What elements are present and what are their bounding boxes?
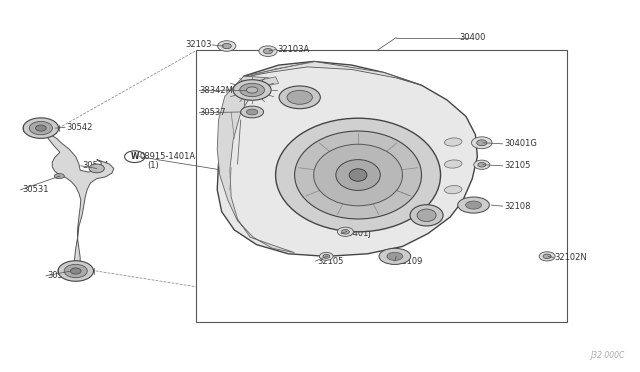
Text: 08915-1401A: 08915-1401A <box>139 152 195 161</box>
Text: 30401G: 30401G <box>504 140 537 148</box>
Ellipse shape <box>240 83 264 97</box>
Ellipse shape <box>444 138 462 146</box>
Text: 30502: 30502 <box>47 271 74 280</box>
Circle shape <box>472 137 492 149</box>
Ellipse shape <box>314 144 403 206</box>
Text: 32105: 32105 <box>317 257 343 266</box>
Ellipse shape <box>417 209 436 222</box>
Ellipse shape <box>444 186 462 194</box>
Circle shape <box>474 160 490 169</box>
Circle shape <box>539 252 555 261</box>
Text: 32109: 32109 <box>396 257 422 266</box>
Ellipse shape <box>276 118 440 232</box>
Ellipse shape <box>233 80 271 100</box>
Ellipse shape <box>241 106 264 118</box>
Circle shape <box>341 230 349 234</box>
Polygon shape <box>244 61 422 85</box>
Ellipse shape <box>246 87 258 93</box>
Circle shape <box>477 140 487 146</box>
Circle shape <box>222 44 231 49</box>
Text: 30401J: 30401J <box>342 229 371 238</box>
Text: 32103: 32103 <box>186 41 212 49</box>
Text: 38342M: 38342M <box>200 86 234 95</box>
Circle shape <box>29 121 52 135</box>
Circle shape <box>259 46 277 57</box>
Ellipse shape <box>410 205 443 226</box>
Polygon shape <box>217 76 294 253</box>
Circle shape <box>478 163 486 167</box>
Ellipse shape <box>349 169 367 181</box>
Text: 32103A: 32103A <box>277 45 309 54</box>
Circle shape <box>35 125 46 131</box>
Text: 30534: 30534 <box>82 161 109 170</box>
Polygon shape <box>217 61 477 256</box>
Ellipse shape <box>287 90 312 104</box>
Ellipse shape <box>387 252 403 260</box>
Circle shape <box>337 227 353 237</box>
Circle shape <box>218 41 236 51</box>
Circle shape <box>319 252 333 260</box>
Circle shape <box>543 254 551 259</box>
Text: 32105: 32105 <box>504 161 531 170</box>
Text: 32108: 32108 <box>504 202 531 211</box>
Circle shape <box>89 164 104 173</box>
Text: (1): (1) <box>147 161 159 170</box>
Text: W: W <box>131 152 139 161</box>
Circle shape <box>23 118 59 138</box>
Circle shape <box>58 261 93 281</box>
Polygon shape <box>42 133 114 274</box>
Text: 30537: 30537 <box>200 108 226 117</box>
Text: 30542: 30542 <box>66 123 93 132</box>
Circle shape <box>323 254 330 258</box>
Ellipse shape <box>279 86 320 109</box>
Ellipse shape <box>54 174 64 179</box>
Text: 30531: 30531 <box>22 185 48 194</box>
Ellipse shape <box>336 160 380 190</box>
Text: 30400: 30400 <box>460 33 486 42</box>
Ellipse shape <box>294 131 422 219</box>
Circle shape <box>264 48 273 54</box>
Ellipse shape <box>458 197 490 213</box>
Text: 32102N: 32102N <box>555 253 588 262</box>
Circle shape <box>70 268 81 274</box>
Text: J32 000C: J32 000C <box>590 351 625 360</box>
Polygon shape <box>253 77 279 88</box>
Bar <box>196 51 568 321</box>
Ellipse shape <box>246 109 258 115</box>
Ellipse shape <box>444 160 462 168</box>
Circle shape <box>64 264 87 278</box>
Ellipse shape <box>466 201 481 209</box>
Ellipse shape <box>379 248 411 264</box>
